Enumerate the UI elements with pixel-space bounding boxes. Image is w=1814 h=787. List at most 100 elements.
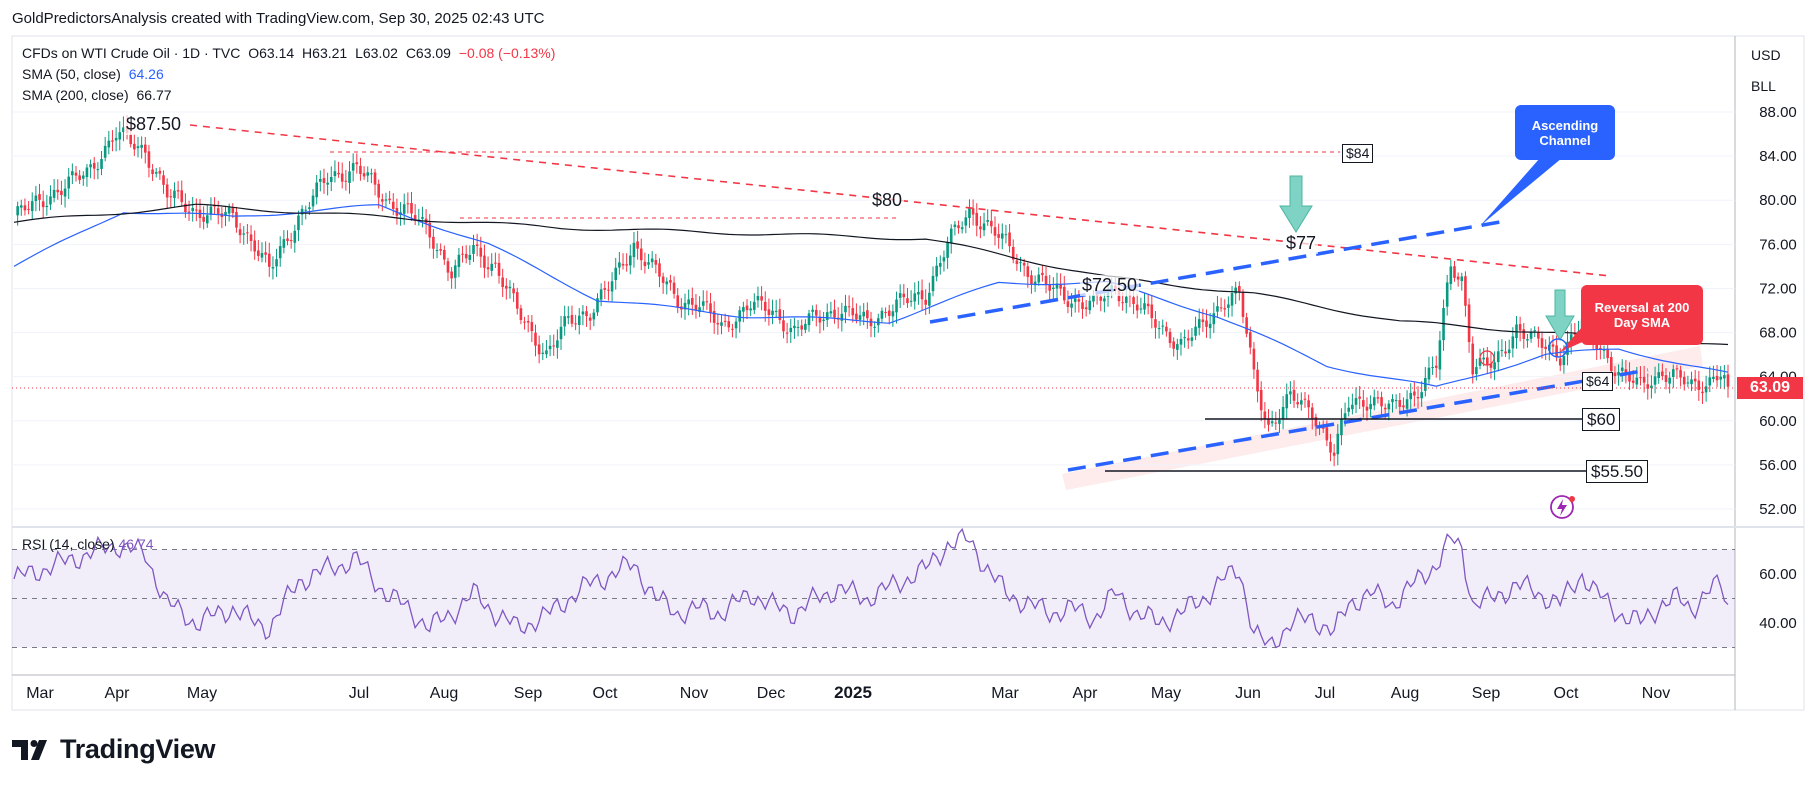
candle-body <box>483 255 486 268</box>
candle-body <box>1343 413 1347 419</box>
candle-body <box>1657 372 1661 378</box>
candle-body <box>1194 326 1197 336</box>
channel-callout-pointer <box>1480 158 1562 226</box>
candle-body <box>1456 276 1460 280</box>
candle-body <box>723 320 727 322</box>
candle-body <box>1044 275 1048 284</box>
candle-body <box>56 189 60 193</box>
candle-body <box>1712 376 1715 379</box>
candle-body <box>818 316 822 323</box>
rsi-legend[interactable]: RSI (14, close) 46.74 <box>22 536 154 552</box>
candle-body <box>100 159 103 169</box>
candle-body <box>1358 396 1361 399</box>
candle-body <box>216 208 220 214</box>
candle-body <box>749 308 752 311</box>
candle-body <box>450 271 453 279</box>
candle-body <box>1099 296 1103 301</box>
candle-body <box>990 220 993 227</box>
candle-body <box>1161 325 1165 327</box>
candle-body <box>1230 293 1234 306</box>
candle-body <box>1165 326 1168 332</box>
candle-body <box>1610 357 1613 371</box>
candle-body <box>475 244 479 247</box>
candle-body <box>1241 292 1245 317</box>
time-axis[interactable]: Mar Apr May Jul Aug Sep Oct Nov Dec 2025 Mar Apr May… <box>26 683 1670 702</box>
candle-body <box>968 207 971 219</box>
candle-body <box>421 217 424 219</box>
price-tick-label: 80.00 <box>1759 192 1797 209</box>
candle-body <box>567 316 570 318</box>
candle-body <box>581 311 585 315</box>
candle-body <box>1478 357 1482 366</box>
candle-body <box>176 190 180 192</box>
candle-body <box>804 323 807 330</box>
candle-body <box>1369 403 1372 410</box>
candle-body <box>603 288 607 290</box>
candle-body <box>1055 283 1059 289</box>
candle-body <box>515 292 519 309</box>
candle-body <box>147 151 151 168</box>
candle-body <box>902 293 906 298</box>
candle-body <box>1537 331 1540 339</box>
candle-body <box>621 263 625 266</box>
price-tick-label: 60.00 <box>1759 413 1797 430</box>
candle-body <box>694 304 698 311</box>
candle-body <box>1646 384 1650 389</box>
candle-body <box>1522 329 1526 339</box>
candle-body <box>231 207 235 214</box>
sma50-label: SMA (50, close) <box>22 66 121 82</box>
candle-body <box>122 127 125 132</box>
candle-body <box>862 311 866 317</box>
candle-body <box>876 318 880 326</box>
price-change: −0.08 (−0.13%) <box>458 45 556 61</box>
candle-body <box>1445 282 1449 307</box>
candles <box>16 115 1730 467</box>
candle-body <box>162 175 165 185</box>
candle-body <box>74 172 78 176</box>
candle-body <box>443 250 446 260</box>
candle-body <box>103 145 107 158</box>
candle-body <box>319 178 322 182</box>
candle-body <box>938 263 942 267</box>
candle-body <box>490 263 494 271</box>
price-tick-label: 68.00 <box>1759 325 1797 342</box>
candle-body <box>1504 351 1507 354</box>
candle-body <box>1347 407 1351 412</box>
candle-body <box>107 140 111 148</box>
symbol-legend[interactable]: CFDs on WTI Crude Oil · 1D · TVC O63.14 … <box>22 45 555 61</box>
candle-body <box>92 162 96 169</box>
rsi-value: 46.74 <box>118 536 154 552</box>
candle-body <box>158 170 162 174</box>
candle-body <box>1245 317 1248 334</box>
currency-label[interactable]: USD <box>1751 47 1781 63</box>
candle-body <box>297 215 300 231</box>
flash-icon[interactable] <box>1550 495 1575 519</box>
candle-body <box>49 196 52 205</box>
candle-body <box>1398 400 1402 407</box>
price-axis[interactable]: 88.0084.0080.0076.0072.0068.0064.0060.00… <box>1759 104 1797 518</box>
candle-body <box>508 286 512 289</box>
candle-body <box>461 253 464 255</box>
label-77: $77 <box>1284 233 1319 254</box>
candle-body <box>118 132 122 140</box>
candle-body <box>304 209 308 211</box>
tradingview-logo[interactable]: TradingView <box>12 734 216 765</box>
sma200-legend[interactable]: SMA (200, close) 66.77 <box>22 87 172 103</box>
candle-body <box>1172 341 1175 349</box>
candle-body <box>1620 367 1624 371</box>
candle-body <box>1216 306 1219 312</box>
candle-body <box>27 208 30 210</box>
callout-reversal-text: Reversal at 200 Day SMA <box>1594 300 1690 330</box>
sma50-legend[interactable]: SMA (50, close) 64.26 <box>22 66 164 82</box>
time-tick-label: Mar <box>26 685 54 702</box>
candle-body <box>534 332 537 346</box>
candle-body <box>205 215 209 224</box>
candle-body <box>778 309 782 321</box>
candle-body <box>133 143 136 150</box>
candle-body <box>1489 363 1493 368</box>
unit-label[interactable]: BLL <box>1751 78 1776 94</box>
candle-body <box>1467 304 1471 343</box>
time-tick-label: Oct <box>1554 685 1579 702</box>
label-84-box: $84 <box>1342 144 1374 163</box>
